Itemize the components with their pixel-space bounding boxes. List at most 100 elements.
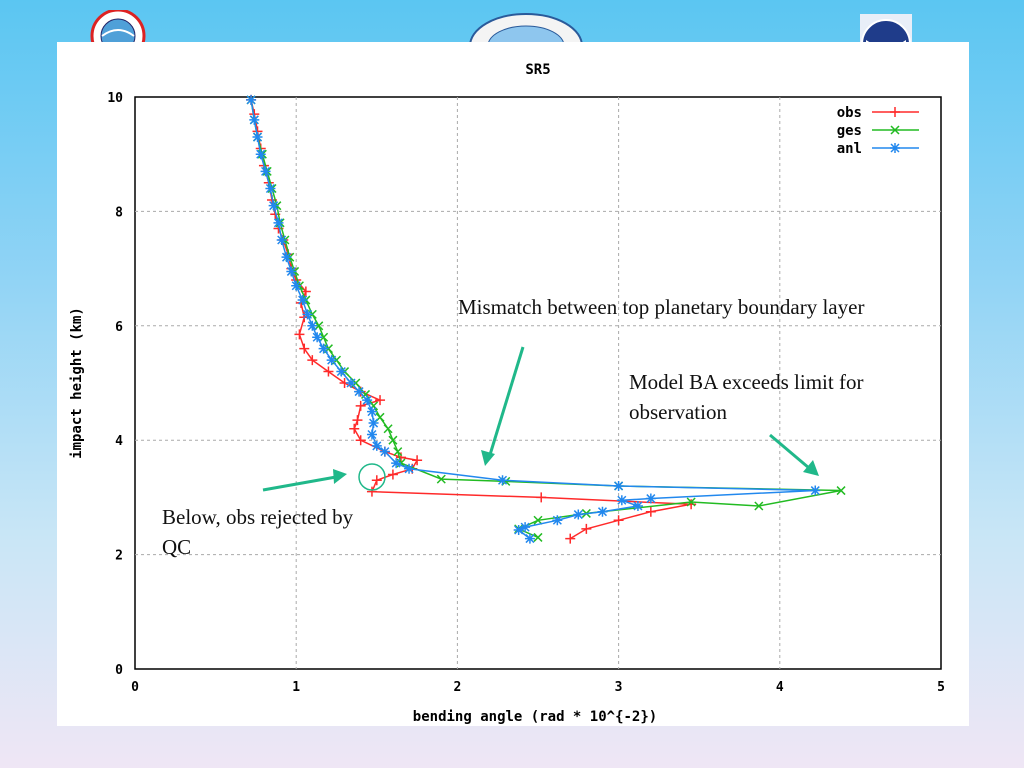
- obs-point: [355, 400, 366, 411]
- x-tick-label: 0: [131, 680, 139, 695]
- anl-point: [326, 355, 337, 366]
- obs-point: [299, 343, 310, 354]
- anl-point: [312, 332, 323, 343]
- obs-point: [565, 533, 576, 544]
- anl-point: [520, 522, 531, 533]
- chart-svg: 0 1 2 3 4 5 0 2 4 6 8 10 obs ges anl SR5 bending angl…: [69, 62, 945, 725]
- y-tick-label: 2: [115, 549, 123, 564]
- chart-panel: 0 1 2 3 4 5 0 2 4 6 8 10 obs ges anl SR5 bending angl…: [57, 42, 969, 726]
- obs-point: [387, 469, 398, 480]
- anl-point: [302, 309, 313, 320]
- obs-point: [581, 523, 592, 534]
- obs-point: [349, 423, 360, 434]
- ges-point: [319, 332, 329, 342]
- ges-point: [533, 532, 543, 542]
- anl-point: [307, 320, 318, 331]
- series-group: [246, 94, 846, 544]
- anl-point: [810, 485, 821, 496]
- arrow-model-ba: [769, 433, 810, 470]
- arrow-mismatch: [487, 346, 525, 459]
- ges-point: [533, 515, 543, 525]
- anl-point: [362, 395, 373, 406]
- qc-rejected-circle: [358, 463, 386, 491]
- anl-point: [273, 217, 284, 228]
- annotation-mismatch: Mismatch between top planetary boundary …: [458, 295, 865, 319]
- anl-point: [268, 200, 279, 211]
- ges-point: [836, 486, 846, 496]
- x-tick-label: 2: [453, 680, 461, 695]
- anl-point: [645, 493, 656, 504]
- obs-point: [613, 515, 624, 526]
- arrow-below-head: [333, 469, 347, 484]
- anl-point: [613, 480, 624, 491]
- ges-point: [754, 501, 764, 511]
- ges-point: [383, 424, 393, 434]
- anl-point: [368, 418, 379, 429]
- anl-point: [318, 343, 329, 354]
- arrow-below: [262, 475, 337, 492]
- anl-point: [291, 280, 302, 291]
- legend-label-obs: obs: [837, 105, 862, 121]
- anl-point: [552, 515, 563, 526]
- anl-point: [616, 495, 627, 506]
- annotation-below-rejected: Below, obs rejected by QC: [162, 505, 354, 559]
- obs-point: [307, 355, 318, 366]
- y-tick-label: 4: [115, 434, 123, 449]
- anl-point: [366, 429, 377, 440]
- anl-point: [391, 458, 402, 469]
- obs-point: [536, 492, 547, 503]
- arrow-mismatch-head: [481, 450, 495, 466]
- annotation-arrows: [262, 346, 819, 492]
- ges-point: [436, 474, 446, 484]
- anl-point: [497, 475, 508, 486]
- obs-point: [323, 366, 334, 377]
- obs-point: [375, 395, 386, 406]
- anl-point: [265, 183, 276, 194]
- anl-point: [371, 440, 382, 451]
- axis-ticks: 0 1 2 3 4 5 0 2 4 6 8 10: [107, 91, 945, 695]
- legend-label-anl: anl: [837, 141, 862, 157]
- anl-point: [597, 506, 608, 517]
- anl-point: [297, 295, 308, 306]
- obs-point: [366, 486, 377, 497]
- obs-point: [412, 455, 423, 466]
- x-axis-label: bending angle (rad * 10^{-2}): [413, 709, 657, 725]
- arrow-model-ba-head: [803, 460, 819, 476]
- anl-point: [249, 114, 260, 125]
- legend-label-ges: ges: [837, 123, 862, 139]
- anl-point: [379, 446, 390, 457]
- anl-point: [281, 252, 292, 263]
- anl-point: [255, 149, 266, 160]
- x-tick-label: 4: [776, 680, 784, 695]
- annotation-model-ba: Model BA exceeds limit for observation: [629, 370, 864, 424]
- ges-point: [393, 447, 403, 457]
- obs-point: [645, 506, 656, 517]
- ges-point: [890, 125, 900, 135]
- anl-point: [336, 366, 347, 377]
- chart-title: SR5: [525, 62, 550, 78]
- y-tick-label: 0: [115, 663, 123, 678]
- plot-frame: [134, 96, 942, 670]
- anl-point: [246, 94, 257, 105]
- anl-point: [252, 132, 263, 143]
- obs-point: [294, 329, 305, 340]
- ges-point: [686, 497, 696, 507]
- anl-point: [573, 509, 584, 520]
- obs-point: [890, 107, 900, 117]
- anl-point: [524, 533, 535, 544]
- grid: [135, 97, 941, 669]
- x-tick-label: 5: [937, 680, 945, 695]
- x-tick-label: 3: [615, 680, 623, 695]
- y-tick-label: 10: [107, 91, 123, 106]
- x-tick-label: 1: [292, 680, 300, 695]
- anl-point: [346, 378, 357, 388]
- anl-point: [260, 166, 271, 177]
- y-axis-label: impact height (km): [69, 307, 85, 459]
- anl-point: [354, 386, 365, 397]
- obs-point: [355, 435, 366, 446]
- anl-point: [366, 406, 377, 417]
- anl-point: [404, 463, 415, 474]
- ges-point: [388, 435, 398, 445]
- anl-point: [513, 525, 524, 536]
- legend: obs ges anl: [837, 105, 919, 157]
